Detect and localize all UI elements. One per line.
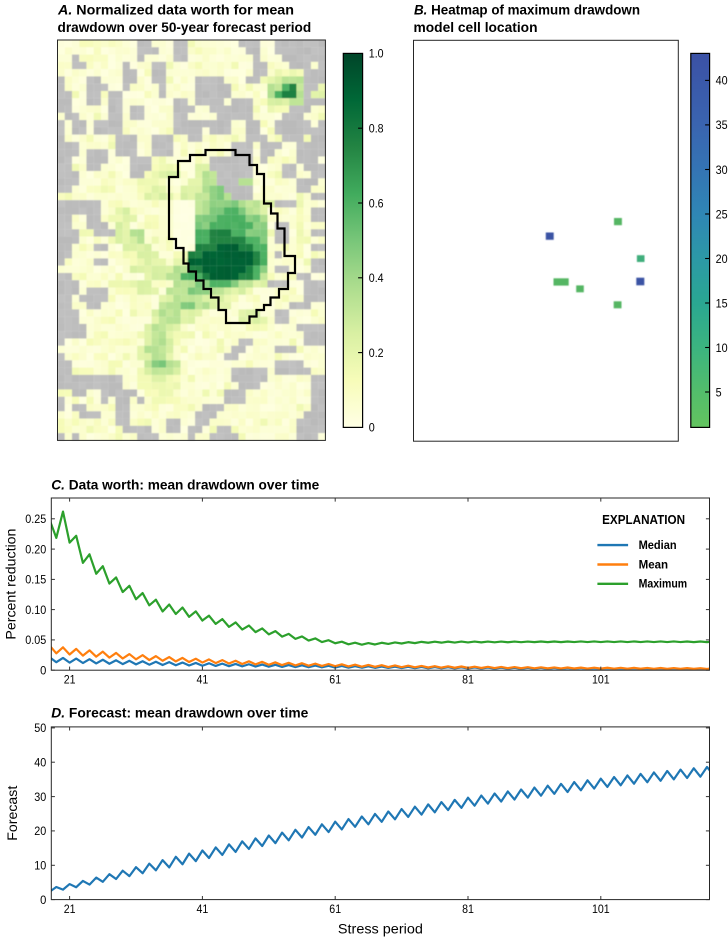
svg-text:0.05: 0.05: [25, 633, 46, 647]
svg-text:30: 30: [716, 163, 728, 177]
svg-text:81: 81: [462, 902, 474, 916]
svg-text:0: 0: [369, 421, 375, 435]
svg-text:50: 50: [34, 721, 46, 735]
svg-text:Mean: Mean: [639, 557, 669, 571]
svg-text:0.2: 0.2: [369, 346, 384, 360]
svg-text:41: 41: [197, 672, 209, 686]
svg-text:40: 40: [716, 74, 728, 88]
svg-text:0.10: 0.10: [25, 603, 46, 617]
svg-text:5: 5: [716, 385, 722, 399]
svg-text:61: 61: [329, 902, 341, 916]
svg-text:C. Data worth: mean drawdown o: C. Data worth: mean drawdown over time: [51, 477, 319, 493]
svg-text:0.6: 0.6: [369, 196, 384, 210]
svg-text:101: 101: [592, 902, 610, 916]
svg-text:Stress period: Stress period: [338, 921, 423, 936]
svg-text:A. Normalized data worth for m: A. Normalized data worth for mean: [57, 2, 294, 18]
svg-text:Percent reduction: Percent reduction: [4, 529, 19, 640]
svg-text:21: 21: [64, 902, 76, 916]
svg-text:1.0: 1.0: [369, 47, 384, 61]
svg-text:Maximum: Maximum: [639, 577, 688, 591]
svg-text:B. Heatmap of maximum drawdown: B. Heatmap of maximum drawdown: [414, 2, 640, 18]
svg-text:0.20: 0.20: [25, 542, 46, 556]
svg-text:21: 21: [64, 672, 76, 686]
svg-text:61: 61: [329, 672, 341, 686]
svg-text:0: 0: [40, 893, 46, 907]
svg-text:0.15: 0.15: [25, 573, 46, 587]
svg-text:10: 10: [716, 341, 728, 355]
svg-text:0: 0: [40, 664, 46, 678]
svg-text:Forecast: Forecast: [5, 785, 20, 840]
svg-text:20: 20: [34, 824, 46, 838]
svg-text:Median: Median: [639, 538, 677, 552]
svg-text:41: 41: [197, 902, 209, 916]
svg-text:40: 40: [34, 756, 46, 770]
svg-text:15: 15: [716, 296, 728, 310]
svg-text:10: 10: [34, 859, 46, 873]
svg-text:model cell location: model cell location: [414, 19, 538, 35]
svg-text:25: 25: [716, 207, 728, 221]
svg-text:101: 101: [592, 672, 610, 686]
svg-text:0.4: 0.4: [369, 271, 384, 285]
svg-text:20: 20: [716, 252, 728, 266]
svg-text:EXPLANATION: EXPLANATION: [602, 513, 685, 527]
svg-text:D. Forecast: mean drawdown ove: D. Forecast: mean drawdown over time: [51, 705, 308, 721]
svg-text:81: 81: [462, 672, 474, 686]
svg-text:35: 35: [716, 118, 728, 132]
svg-text:30: 30: [34, 790, 46, 804]
svg-text:drawdown over 50-year forecast: drawdown over 50-year forecast period: [58, 19, 312, 35]
svg-text:0.25: 0.25: [25, 512, 46, 526]
svg-text:0.8: 0.8: [369, 122, 384, 136]
